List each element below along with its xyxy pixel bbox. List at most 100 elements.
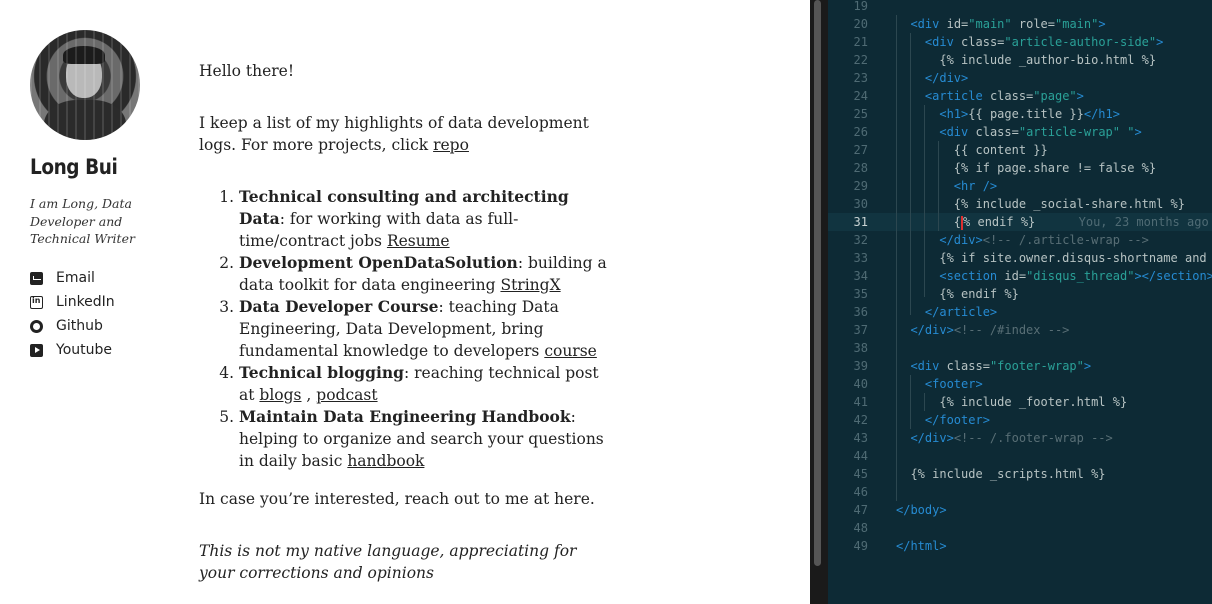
podcast-link[interactable]: podcast	[316, 386, 378, 404]
github-link-label: Github	[56, 318, 103, 334]
line-number: 37	[853, 323, 868, 337]
line-code: {% endif %} You, 23 months ago	[896, 215, 1209, 230]
code-line[interactable]: 33 {% if site.owner.disqus-shortname and	[828, 249, 1212, 267]
website-preview: Long Bui I am Long, Data Developer and T…	[0, 0, 810, 604]
line-code: </footer>	[924, 413, 990, 427]
stringx-link[interactable]: StringX	[500, 276, 561, 294]
code-line[interactable]: 31 {% endif %} You, 23 months ago	[828, 213, 1212, 231]
list-item: Maintain Data Engineering Handbook: help…	[239, 406, 614, 472]
code-line[interactable]: 20 <div id="main" role="main">	[828, 15, 1212, 33]
handbook-link[interactable]: handbook	[347, 452, 425, 470]
code-line[interactable]: 21 <div class="article-author-side">	[828, 33, 1212, 51]
line-code: </article>	[924, 305, 998, 319]
code-line[interactable]: 22 {% include _author-bio.html %}	[828, 51, 1212, 69]
contact-line: In case you’re interested, reach out to …	[199, 490, 595, 508]
code-line[interactable]: 26 <div class="article-wrap" ">	[828, 123, 1212, 141]
line-number: 46	[853, 485, 868, 499]
item-text: : teaching Data Engineering, Data Develo…	[239, 298, 559, 360]
code-line[interactable]: 36 </article>	[828, 303, 1212, 321]
indent-guide	[924, 105, 925, 297]
line-number: 36	[853, 305, 868, 319]
email-link[interactable]: Email	[30, 266, 115, 290]
item-text: : for working with data as full-time/con…	[239, 210, 519, 250]
highlights-list: Technical consulting and architecting Da…	[239, 186, 614, 472]
code-editor[interactable]: 19 20 <div id="main" role="main"> 21 <div …	[828, 0, 1212, 604]
list-item: Development OpenDataSolution: building a…	[239, 252, 614, 296]
line-number: 38	[853, 341, 868, 355]
code-line[interactable]: 19	[828, 0, 1212, 15]
repo-link[interactable]: repo	[433, 136, 469, 154]
line-code: </div><!-- /.article-wrap -->	[939, 233, 1149, 247]
code-line[interactable]: 23 </div>	[828, 69, 1212, 87]
line-number: 27	[853, 143, 868, 157]
line-number: 19	[853, 0, 868, 13]
line-number: 33	[853, 251, 868, 265]
line-number: 21	[853, 35, 868, 49]
line-number: 34	[853, 269, 868, 283]
course-link[interactable]: course	[544, 342, 597, 360]
github-icon	[30, 319, 43, 333]
line-code: <div class="footer-wrap">	[910, 359, 1092, 373]
code-line[interactable]: 35 {% endif %}	[828, 285, 1212, 303]
code-line[interactable]: 47 </body>	[828, 501, 1212, 519]
item-title: Development OpenDataSolution	[239, 253, 518, 272]
code-line[interactable]: 37 </div><!-- /#index -->	[828, 321, 1212, 339]
code-line[interactable]: 41 {% include _footer.html %}	[828, 393, 1212, 411]
code-line[interactable]: 49 </html>	[828, 537, 1212, 555]
line-code: {% include _author-bio.html %}	[896, 53, 1157, 67]
code-line[interactable]: 38	[828, 339, 1212, 357]
code-line[interactable]: 29 <hr />	[828, 177, 1212, 195]
line-code: </div><!-- /#index -->	[910, 323, 1070, 337]
line-code: <section id="disqus_thread"></section>	[939, 269, 1212, 283]
list-item: Data Developer Course: teaching Data Eng…	[239, 296, 614, 362]
line-number: 28	[853, 161, 868, 175]
line-number: 30	[853, 197, 868, 211]
indent-guide	[910, 375, 911, 429]
code-line[interactable]: 27 {{ content }}	[828, 141, 1212, 159]
code-line[interactable]: 44	[828, 447, 1212, 465]
blogs-link[interactable]: blogs	[259, 386, 302, 404]
line-code: </div><!-- /.footer-wrap -->	[910, 431, 1113, 445]
github-link[interactable]: Github	[30, 314, 115, 338]
code-line[interactable]: 48	[828, 519, 1212, 537]
author-bio: I am Long, Data Developer and Technical …	[30, 196, 135, 246]
code-line[interactable]: 34 <section id="disqus_thread"></section…	[828, 267, 1212, 285]
code-line[interactable]: 39 <div class="footer-wrap">	[828, 357, 1212, 375]
line-number: 22	[853, 53, 868, 67]
line-code: {% include _social-share.html %}	[896, 197, 1185, 211]
code-line[interactable]: 42 </footer>	[828, 411, 1212, 429]
article-content: Hello there! I keep a list of my highlig…	[199, 60, 614, 604]
item-title: Technical blogging	[239, 363, 404, 382]
code-line[interactable]: 40 <footer>	[828, 375, 1212, 393]
line-number: 20	[853, 17, 868, 31]
code-line[interactable]: 25 <h1>{{ page.title }}</h1>	[828, 105, 1212, 123]
code-line[interactable]: 45 {% include _scripts.html %}	[828, 465, 1212, 483]
item-text: : reaching technical post at	[239, 364, 599, 404]
code-line[interactable]: 43 </div><!-- /.footer-wrap -->	[828, 429, 1212, 447]
line-code: <article class="page">	[924, 89, 1084, 103]
line-code: <div class="article-author-side">	[924, 35, 1164, 49]
code-line[interactable]: 32 </div><!-- /.article-wrap -->	[828, 231, 1212, 249]
code-line[interactable]: 46	[828, 483, 1212, 501]
author-links: Email LinkedIn Github Youtube	[30, 266, 115, 362]
preview-scrollbar[interactable]	[814, 0, 821, 566]
indent-guide	[896, 15, 897, 501]
line-code: </body>	[896, 503, 947, 517]
item-title: Data Developer Course	[239, 297, 439, 316]
line-number: 48	[853, 521, 868, 535]
youtube-link[interactable]: Youtube	[30, 338, 115, 362]
avatar-hair	[63, 46, 105, 64]
code-line[interactable]: 24 <article class="page">	[828, 87, 1212, 105]
resume-link[interactable]: Resume	[386, 232, 450, 250]
author-avatar	[30, 30, 140, 140]
email-link-label: Email	[56, 270, 95, 286]
indent-guide	[938, 141, 939, 231]
linkedin-link[interactable]: LinkedIn	[30, 290, 115, 314]
line-number: 43	[853, 431, 868, 445]
code-line[interactable]: 30 {% include _social-share.html %}	[828, 195, 1212, 213]
line-number: 49	[853, 539, 868, 553]
language-note: This is not my native language, apprecia…	[199, 542, 577, 582]
youtube-link-label: Youtube	[56, 342, 112, 358]
code-line[interactable]: 28 {% if page.share != false %}	[828, 159, 1212, 177]
line-code: {% include _footer.html %}	[896, 395, 1128, 409]
